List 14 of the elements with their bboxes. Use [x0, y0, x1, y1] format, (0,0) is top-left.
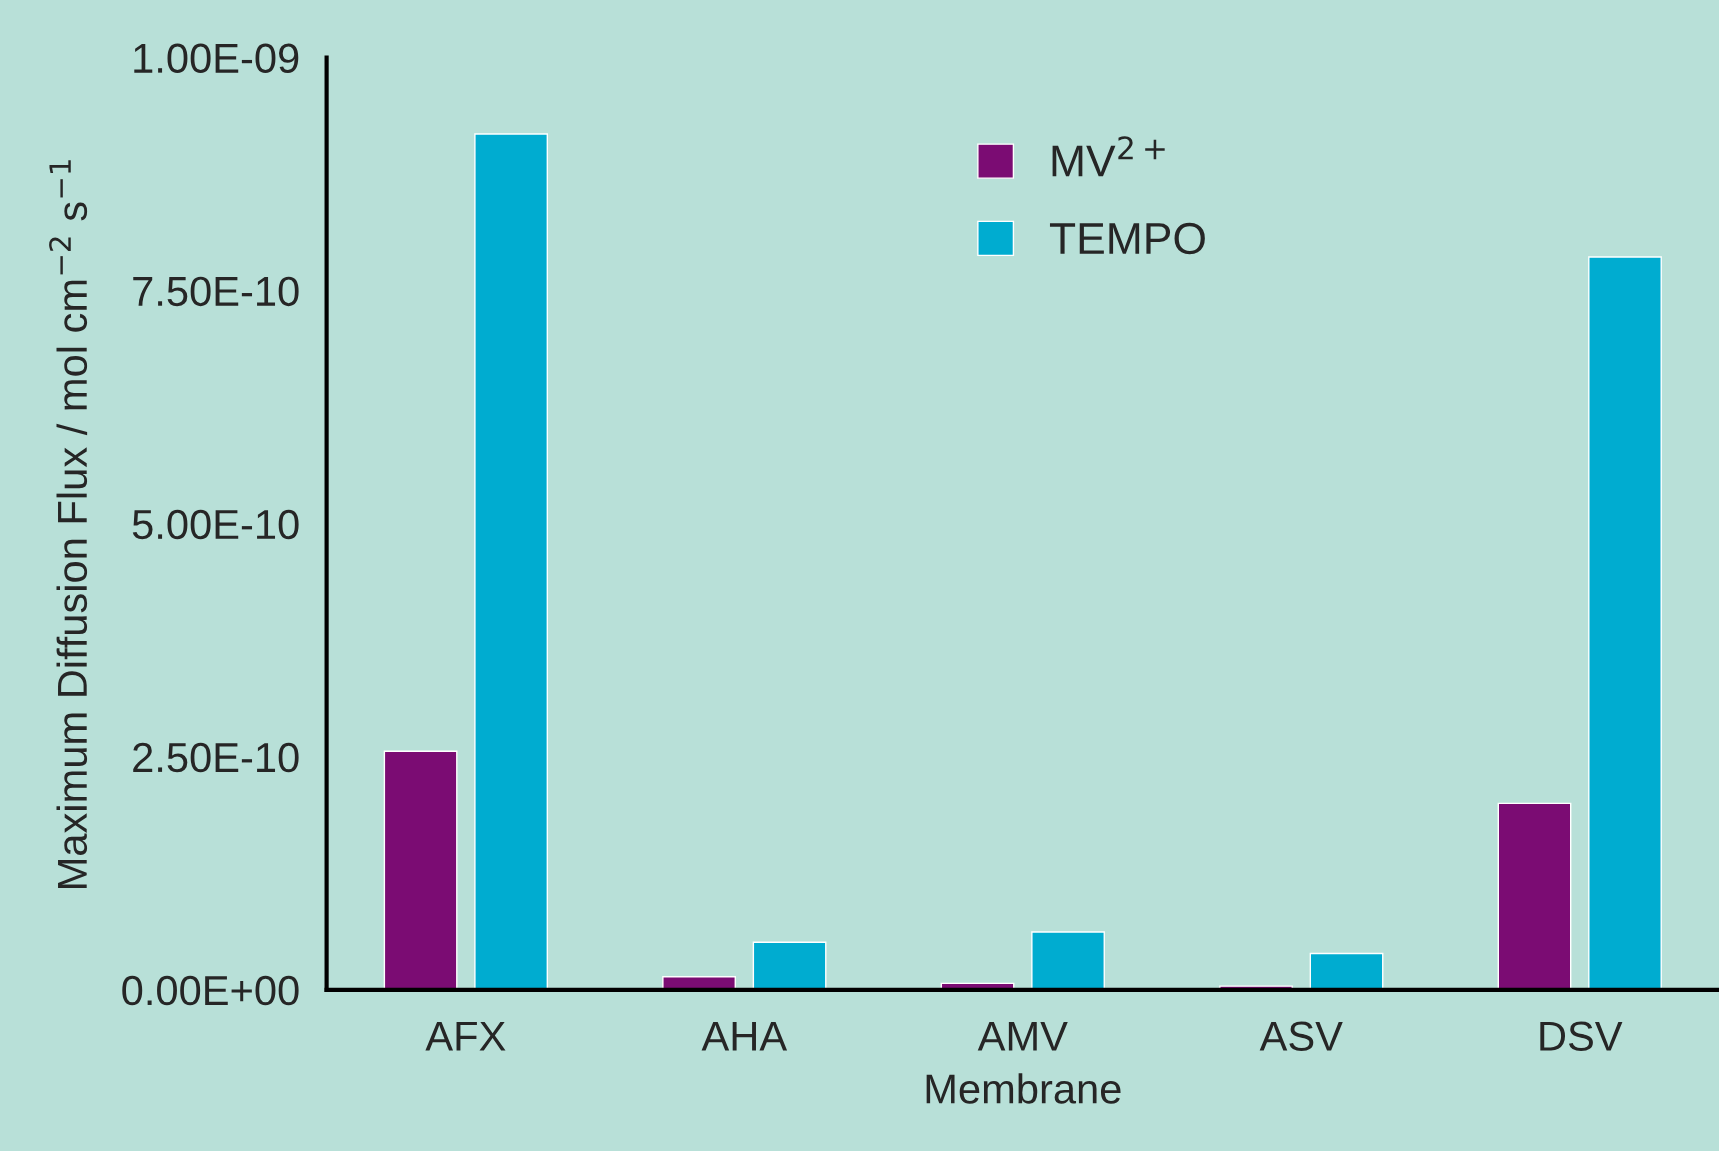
x-tick-label: AMV [977, 1021, 1068, 1051]
x-tick-label: ASV [1259, 1021, 1343, 1052]
x-tick-label: AFX [425, 1021, 506, 1051]
x-tick-label: AHA [701, 1021, 788, 1051]
x-axis-title: Membrane [926, 1073, 1121, 1104]
legend-label: TEMPO [1049, 222, 1205, 255]
y-tick-label: 2.50E-10 [133, 742, 299, 773]
y-tick-label: 5.00E-10 [132, 509, 299, 540]
y-tick-label: 0.00E+00 [122, 975, 299, 1006]
y-tick-label: 1.00E-09 [134, 43, 299, 74]
y-axis-title: Maximum Diffusion Flux / mol cm$^{−2}$ s$^{−1}$ [49, 160, 88, 888]
x-tick-label: DSV [1540, 1021, 1623, 1052]
legend-label: MV$^{2+}$ [1052, 136, 1165, 177]
y-tick-label: 7.50E-10 [133, 276, 299, 307]
